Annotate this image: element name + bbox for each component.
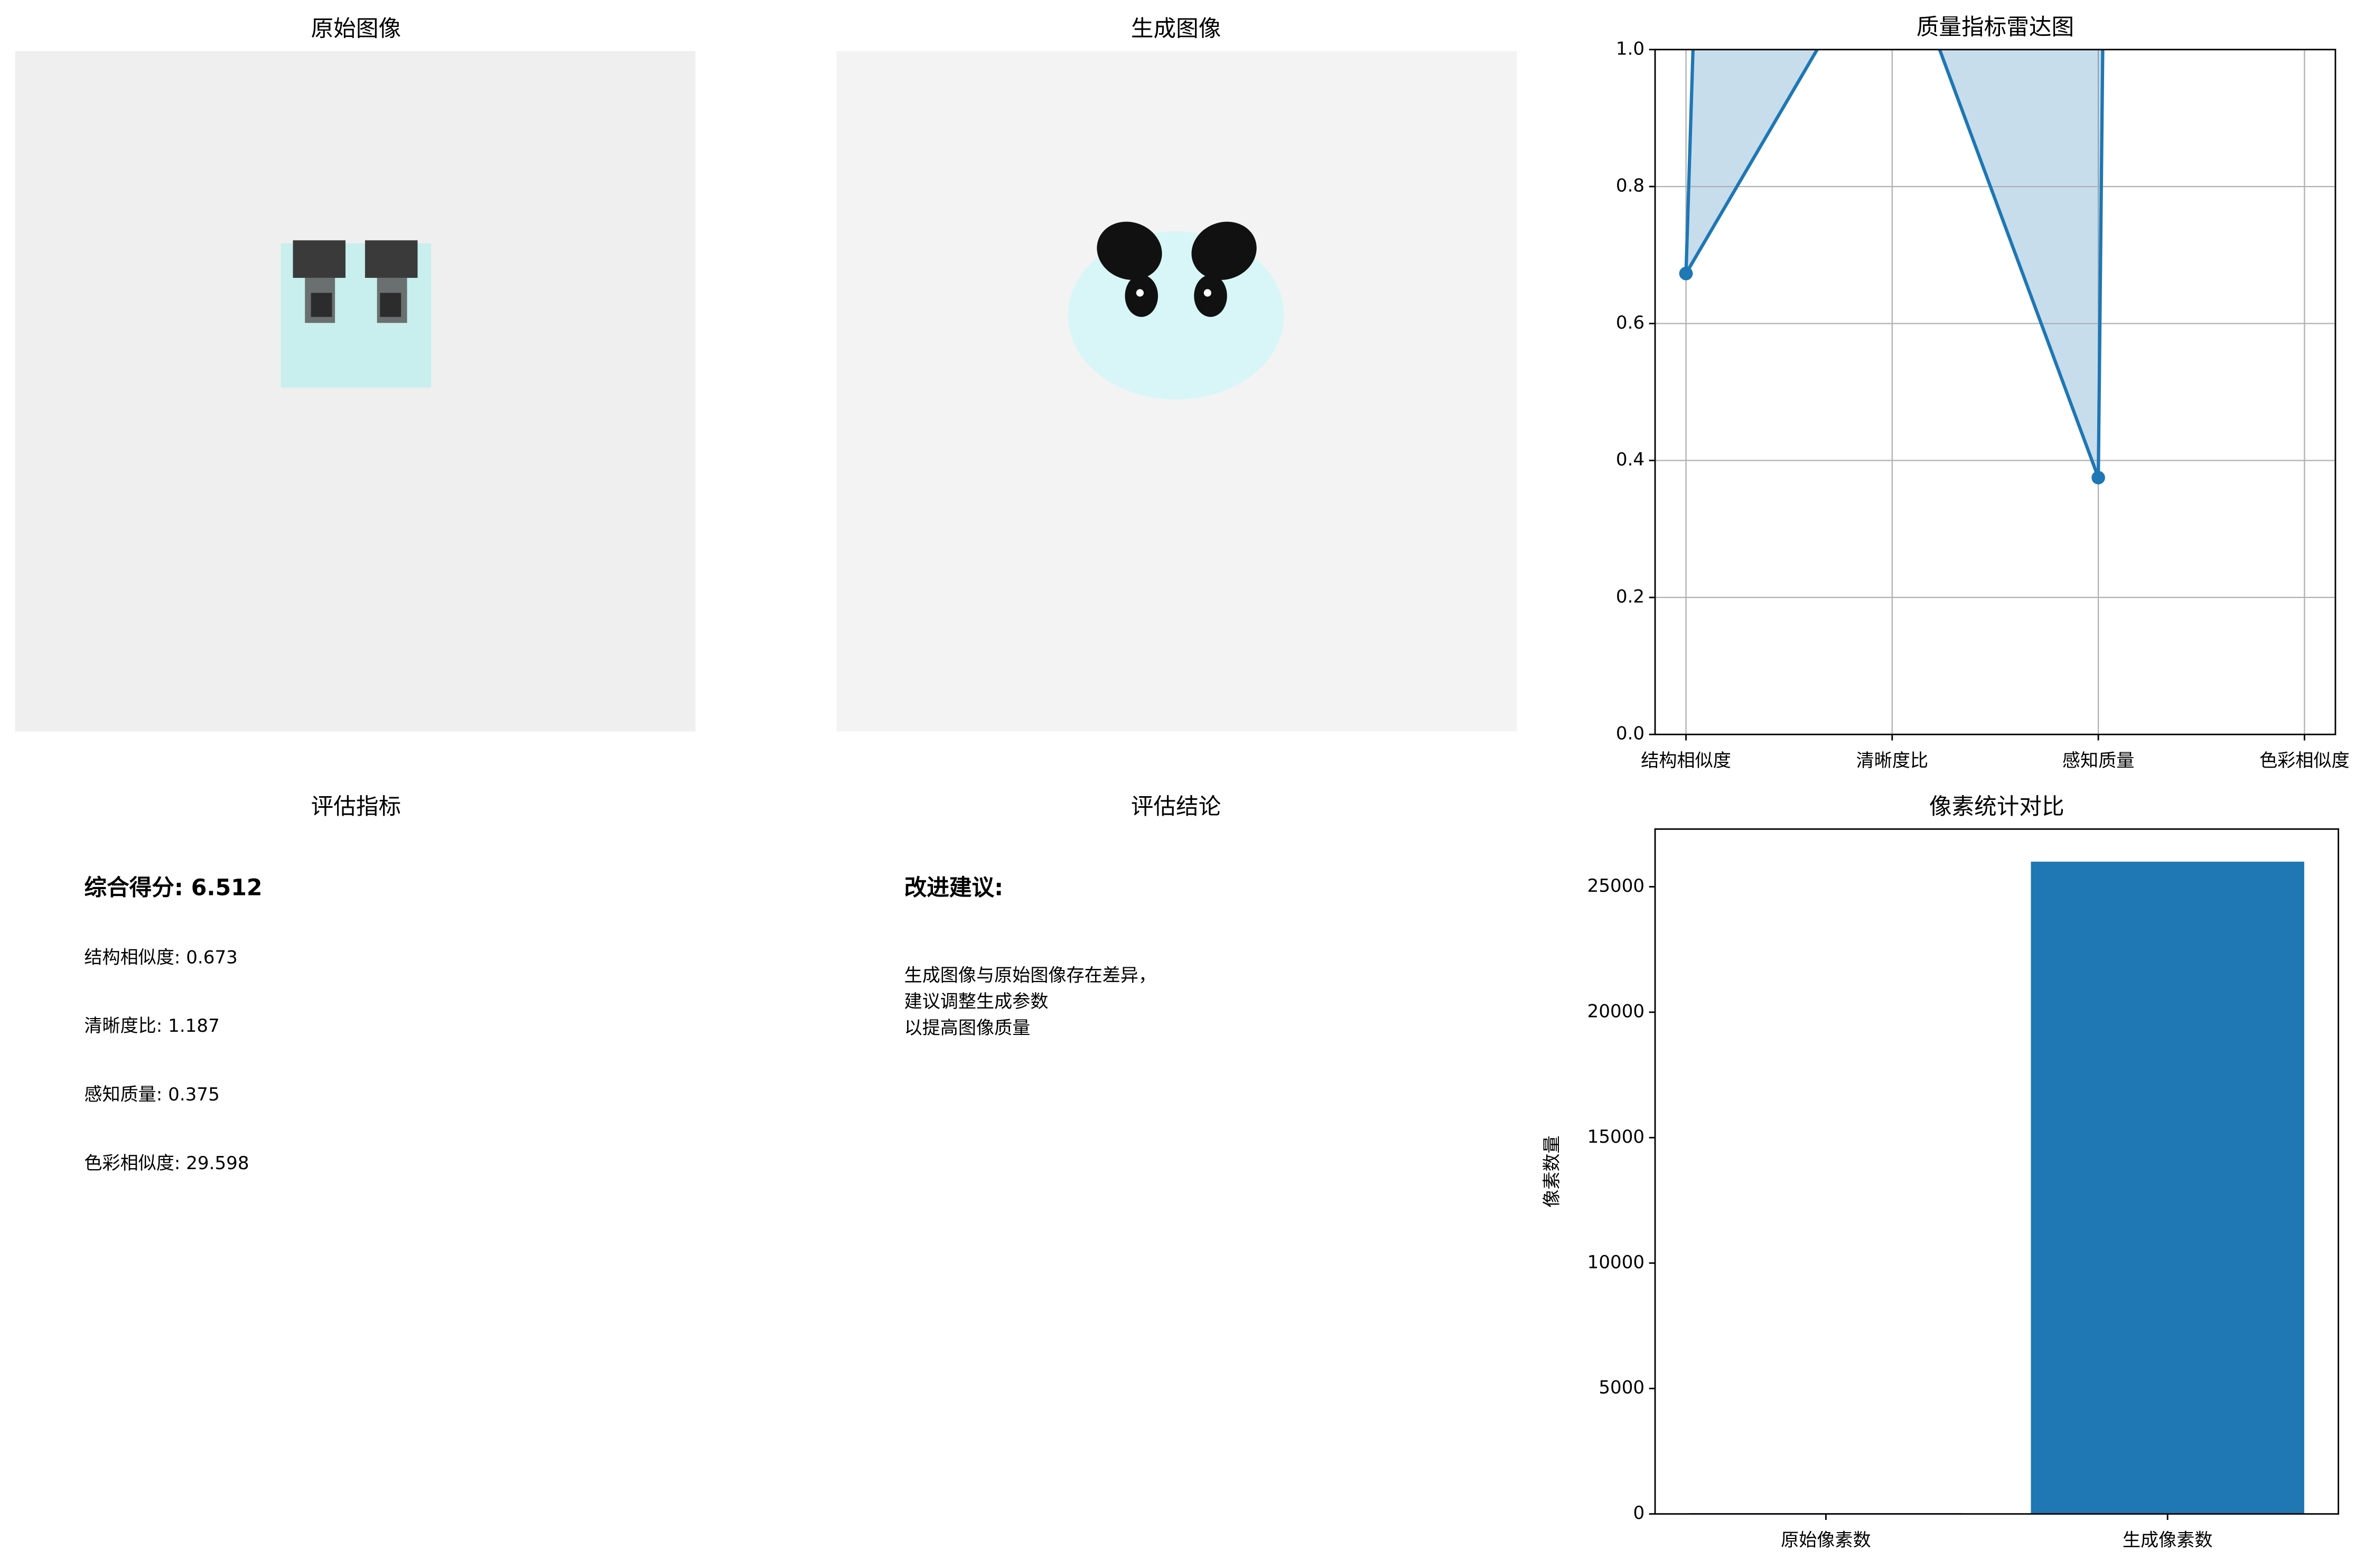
axes-frame xyxy=(1654,828,2339,1515)
x-tick-label: 结构相似度 xyxy=(1641,750,1731,771)
y-tick-label: 10000 xyxy=(1587,1252,1645,1273)
generated-image xyxy=(836,51,1517,732)
metric-line: 感知质量: 0.375 xyxy=(84,1084,219,1105)
y-tick-label: 0.4 xyxy=(1616,449,1644,470)
area xyxy=(1686,49,2103,478)
x-tick-label: 感知质量 xyxy=(2062,750,2134,771)
x-tick-label: 生成像素数 xyxy=(2123,1529,2213,1551)
point xyxy=(2091,471,2105,484)
y-tick-label: 25000 xyxy=(1587,875,1645,897)
y-tick-label: 0.0 xyxy=(1616,723,1644,744)
y-axis-label: 像素数量 xyxy=(1541,1135,1563,1207)
y-tick-label: 1.0 xyxy=(1616,38,1644,59)
panel-title: 评估结论 xyxy=(1131,794,1221,820)
chart-title: 质量指标雷达图 xyxy=(1917,14,2074,41)
metric-line: 色彩相似度: 29.598 xyxy=(84,1153,249,1174)
axes-frame xyxy=(1654,49,2337,735)
metrics-heading: 综合得分: 6.512 xyxy=(84,875,262,901)
original-image xyxy=(15,51,696,732)
chart-title: 像素统计对比 xyxy=(1929,794,2064,820)
panel-title: 原始图像 xyxy=(311,15,401,42)
panel-title: 生成图像 xyxy=(1131,15,1221,42)
y-tick-label: 20000 xyxy=(1587,1001,1645,1022)
bar xyxy=(2031,862,2304,1514)
y-tick-label: 0.2 xyxy=(1616,586,1644,607)
y-tick-label: 0 xyxy=(1633,1502,1644,1524)
metric-line: 结构相似度: 0.673 xyxy=(84,947,238,968)
conclusion-line: 生成图像与原始图像存在差异， xyxy=(904,965,1157,986)
y-tick-label: 0.6 xyxy=(1616,312,1644,333)
conclusion-line: 建议调整生成参数 xyxy=(904,991,1049,1012)
y-tick-label: 0.8 xyxy=(1616,175,1644,197)
point xyxy=(1679,266,1693,281)
conclusion-line: 以提高图像质量 xyxy=(904,1018,1031,1039)
conclusion-heading: 改进建议: xyxy=(904,875,1004,901)
x-tick-label: 色彩相似度 xyxy=(2259,750,2350,771)
x-tick-label: 清晰度比 xyxy=(1856,750,1928,771)
metric-line: 清晰度比: 1.187 xyxy=(84,1015,219,1037)
y-tick-label: 5000 xyxy=(1599,1377,1644,1398)
x-tick-label: 原始像素数 xyxy=(1781,1529,1871,1551)
y-tick-label: 15000 xyxy=(1587,1126,1645,1147)
plot xyxy=(1655,49,2335,735)
panel-title: 评估指标 xyxy=(311,794,401,820)
